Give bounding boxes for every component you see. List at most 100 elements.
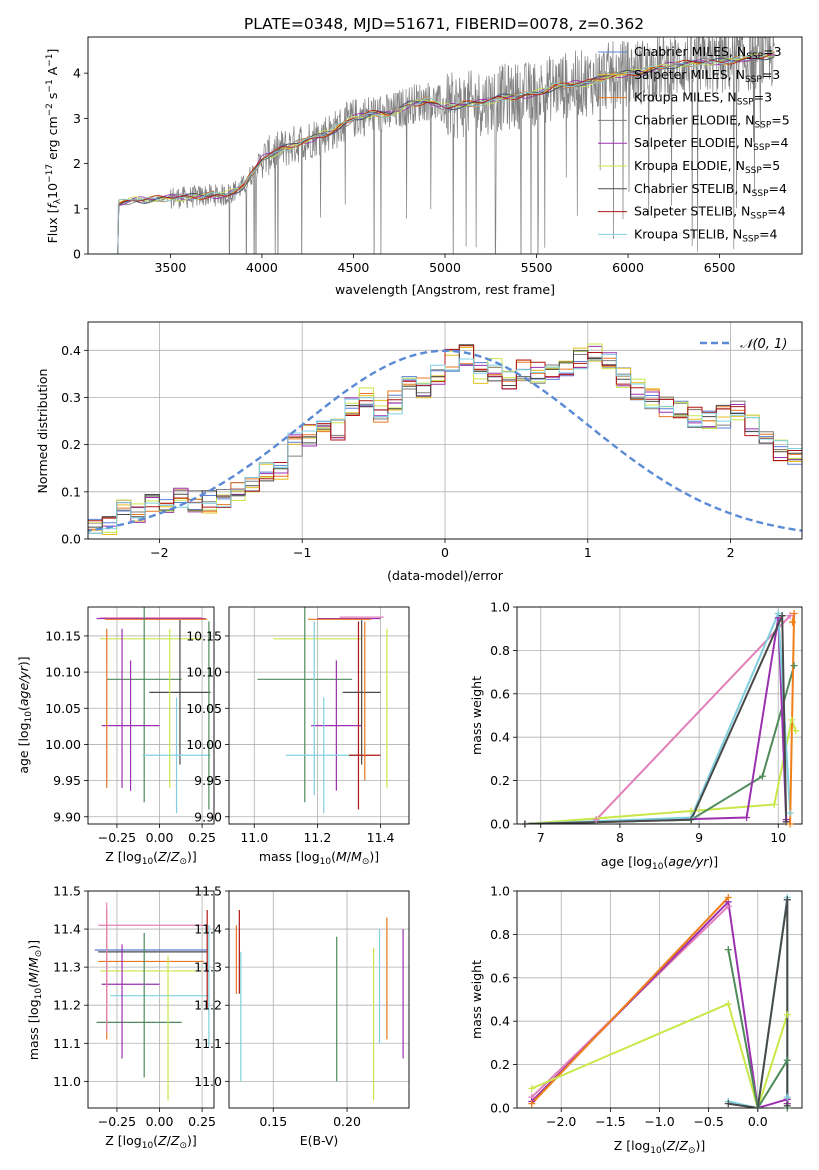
label-part: Salpeter MILES, N <box>634 67 745 82</box>
label-part: 10 <box>652 862 664 872</box>
weight-marker <box>754 1104 762 1112</box>
x-tick-label: −2.0 <box>546 1114 576 1129</box>
label-part: Chabrier ELODIE, N <box>634 112 754 127</box>
residual-histogram <box>88 357 802 530</box>
label-part: SSP <box>754 120 771 130</box>
y-tick-label: 11.1 <box>194 1036 222 1051</box>
label-part: 10 <box>142 857 154 867</box>
x-tick-label: 5500 <box>521 260 553 275</box>
weight-line <box>595 615 791 821</box>
axes-frame <box>87 606 215 825</box>
model-spectrum-line <box>115 53 775 254</box>
weight-marker <box>758 772 766 780</box>
x-tick-label: −1.0 <box>644 1114 674 1129</box>
label-part: age/yr <box>16 665 31 706</box>
axes-mass-vs-ebv: 0.15 0.20 11.0 11.1 11.2 11.3 11.4 11.5 E(B-V) <box>194 884 410 1148</box>
weight-marker <box>528 1100 536 1108</box>
x-axis-label: Z [log10(Z/Z⊙)] <box>614 1138 706 1156</box>
y-tick-label: 10.00 <box>186 737 222 752</box>
y-tick-label: 0.6 <box>490 686 510 701</box>
x-tick-label: 11.0 <box>240 830 268 845</box>
label-part: ( <box>663 854 668 869</box>
x-tick-label: 4500 <box>338 260 370 275</box>
weight-marker <box>792 727 800 735</box>
label-part: Z [log <box>614 1138 650 1153</box>
x-axis-label: wavelength [Angstrom, rest frame] <box>335 282 555 297</box>
x-tick-label: 0.0 <box>748 1114 768 1129</box>
label-part: SSP <box>752 189 769 199</box>
y-tick-label: 9.90 <box>194 809 222 824</box>
weight-marker <box>783 1102 791 1110</box>
y-tick-label: 11.2 <box>194 998 222 1013</box>
x-tick-label: 10 <box>770 830 786 845</box>
residual-histogram <box>88 345 802 522</box>
x-tick-label: 0.15 <box>259 1114 287 1129</box>
label-part: 10 <box>142 1141 154 1151</box>
label-part: / <box>675 1138 680 1153</box>
label-part: E(B-V) <box>300 1133 339 1148</box>
x-tick-label: −1.5 <box>595 1114 625 1129</box>
legend-label: Chabrier ELODIE, NSSP=5 <box>634 112 790 130</box>
x-tick-label: 7 <box>537 830 545 845</box>
label-part: SSP <box>737 98 754 108</box>
label-part: =4 <box>769 181 787 196</box>
axes-weight-vs-Z: −2.0 −1.5 −1.0 −0.5 0.0 0.0 0.2 0.4 0.6 0.8 1.0 Z [… <box>469 884 803 1156</box>
weight-marker <box>778 612 786 620</box>
y-tick-label: 11.1 <box>53 1036 81 1051</box>
weight-marker <box>687 807 695 815</box>
legend-label: Chabrier MILES, NSSP=3 <box>634 44 782 62</box>
x-tick-label: 0.25 <box>188 1114 216 1129</box>
plot-area-age-vs-Z <box>96 607 211 814</box>
label-part: Z [log <box>105 1133 141 1148</box>
label-part: 10 <box>34 988 44 1000</box>
label-part: ( <box>662 1138 667 1153</box>
label-part: Z [log <box>105 849 141 864</box>
y-tick-label: 11.0 <box>53 1074 81 1089</box>
y-tick-label: 0.4 <box>61 343 81 358</box>
axes-spectrum: 3500 4000 4500 5000 5500 6000 6500 0 1 2 3 4 Chabrie… <box>45 36 803 297</box>
x-tick-label: 3500 <box>154 260 186 275</box>
weight-marker <box>783 896 791 904</box>
weight-line <box>728 898 789 1108</box>
residual-histogram <box>88 354 802 534</box>
x-axis-label: age [log10(age/yr)] <box>601 854 718 872</box>
label-part: ( <box>153 1133 158 1148</box>
weight-marker <box>790 662 798 670</box>
weight-marker <box>786 612 794 620</box>
label-part: −1 <box>45 79 55 92</box>
label-part: =3 <box>762 67 780 82</box>
y-tick-label: 3 <box>73 111 81 126</box>
model-spectrum-line <box>115 53 775 254</box>
x-axis-label: (data-model)/error <box>387 568 504 583</box>
legend-label: Salpeter MILES, NSSP=3 <box>634 67 780 85</box>
label-part: 10 <box>650 1146 662 1156</box>
model-spectrum-line <box>115 52 775 254</box>
y-axis-label: Normed distribution <box>35 369 50 494</box>
label-part: =3 <box>763 44 781 59</box>
y-tick-label: 11.0 <box>194 1074 222 1089</box>
label-part: SSP <box>750 212 767 222</box>
y-tick-label: 1.0 <box>490 600 510 615</box>
y-tick-label: 0 <box>73 247 81 262</box>
legend-label: 𝒩(0, 1) <box>740 337 787 352</box>
label-part: =4 <box>759 226 777 241</box>
label-part: f <box>45 203 60 209</box>
label-part: Z <box>170 1133 180 1148</box>
label-part: Z <box>170 849 180 864</box>
label-part: ⊙ <box>362 857 370 867</box>
label-part: M <box>336 849 347 864</box>
label-part: SSP <box>745 166 762 176</box>
weight-marker <box>528 1084 536 1092</box>
legend-label: Kroupa ELODIE, NSSP=5 <box>634 158 780 176</box>
label-part: 10 <box>45 183 60 199</box>
label-part: ⊙ <box>34 950 44 958</box>
weight-marker <box>783 1056 791 1064</box>
label-part: −17 <box>45 164 55 183</box>
label-part: s <box>45 93 60 104</box>
axes-age-vs-mass: 11.0 11.2 11.4 9.90 9.95 10.00 10.05 10.10 10.15… <box>186 606 410 867</box>
label-part: 10 <box>24 711 34 723</box>
label-part: SSP <box>742 234 759 244</box>
x-tick-label: −0.25 <box>98 1114 136 1129</box>
